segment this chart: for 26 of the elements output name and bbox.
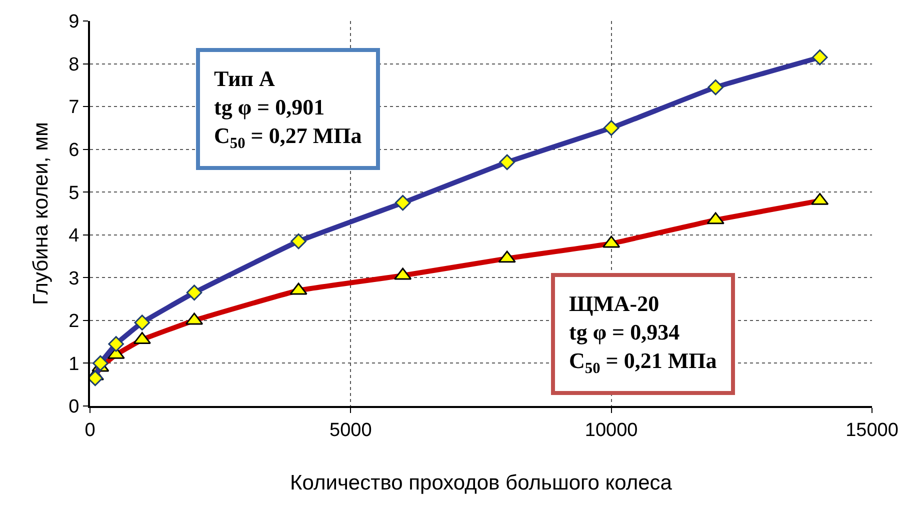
y-tick-label: 0: [68, 396, 80, 418]
y-tick-label: 2: [68, 311, 80, 332]
point: [812, 49, 828, 66]
x-tick-label: 5000: [330, 420, 372, 441]
y-tick-label: 4: [68, 226, 80, 247]
point: [394, 194, 411, 211]
annotation: Тип А tg φ = 0,901 C$_{50}$ = 0,27 МПа: [214, 66, 362, 152]
y-axis-title: Глубина колеи, мм: [29, 122, 52, 305]
point: [603, 120, 620, 136]
y-tick-label: 9: [68, 12, 80, 33]
y-tick-label: 7: [68, 97, 80, 118]
y-tick-label: 8: [68, 54, 80, 76]
point: [134, 314, 150, 330]
y-tick-label: 3: [68, 268, 80, 290]
x-axis-title: Количество проходов большого колеса: [290, 472, 672, 494]
point: [499, 154, 515, 170]
y-tick-label: 1: [68, 354, 80, 375]
annotation: ЩМА-20 tg φ = 0,934 C$_{50}$ = 0,21 МПа: [569, 291, 717, 377]
point: [708, 79, 724, 96]
point: [290, 233, 306, 250]
x-tick-label: 15000: [846, 420, 898, 441]
y-tick-label: 5: [68, 182, 80, 204]
x-tick-label: 0: [84, 420, 96, 441]
x-tick-label: 10000: [584, 420, 638, 441]
y-tick-label: 6: [68, 140, 80, 161]
point: [186, 284, 202, 301]
